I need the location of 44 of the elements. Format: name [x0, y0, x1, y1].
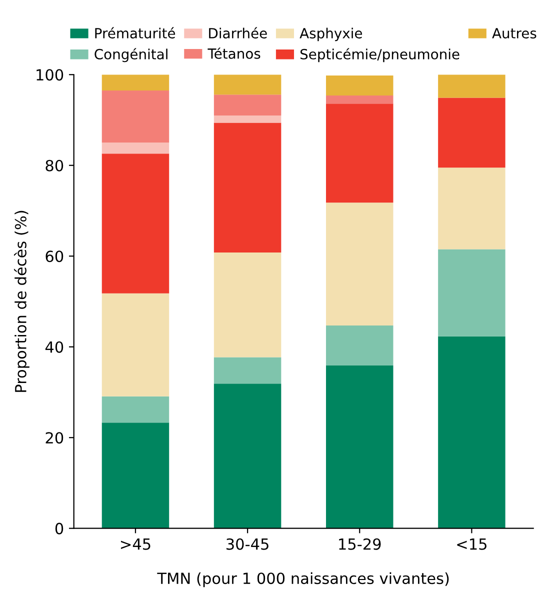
bar: [102, 396, 170, 423]
bar: [438, 98, 506, 168]
bar: [214, 122, 282, 252]
bar: [326, 365, 394, 528]
bar: [326, 326, 394, 366]
bar: [214, 357, 282, 384]
bar: [102, 293, 170, 396]
y-tick-label: 40: [45, 341, 64, 353]
bar: [438, 249, 506, 336]
y-tick-label: 0: [55, 522, 64, 534]
bar: [326, 202, 394, 326]
legend-label: Tétanos: [208, 48, 260, 59]
y-axis-title: Proportion de décès (%): [14, 210, 30, 392]
bar: [326, 95, 394, 104]
bar: [214, 384, 282, 528]
y-tick-label: 80: [46, 160, 64, 172]
bar: [438, 168, 506, 250]
x-tick-label: >45: [120, 538, 150, 550]
y-tick-label: 20: [46, 432, 64, 444]
bar: [102, 90, 170, 143]
legend-label: Autres: [492, 28, 536, 38]
bar: [326, 104, 394, 203]
bar: [438, 74, 506, 98]
legend-label: Prématurité: [95, 27, 176, 38]
y-tick-label: 60: [46, 250, 64, 262]
legend-label: Asphyxie: [300, 28, 362, 42]
x-tick-label: <15: [457, 538, 486, 550]
bar: [214, 74, 282, 95]
bar: [326, 76, 394, 96]
bar: [102, 74, 170, 91]
y-tick-label: 100: [36, 69, 64, 81]
legend-label: Diarrhée: [209, 27, 267, 38]
bar: [102, 154, 170, 294]
x-tick-label: 15-29: [339, 538, 381, 550]
bar: [214, 94, 282, 116]
legend-label: Congénital: [94, 48, 168, 62]
bar: [102, 142, 170, 154]
x-tick-label: 30-45: [226, 538, 268, 550]
bar: [214, 115, 282, 123]
legend-label: Septicémie/pneumonie: [300, 48, 460, 62]
bar: [102, 422, 170, 528]
bar: [438, 336, 506, 528]
x-axis-title: TMN (pour 1 000 naissances vivantes): [157, 572, 449, 588]
bar: [214, 252, 282, 358]
